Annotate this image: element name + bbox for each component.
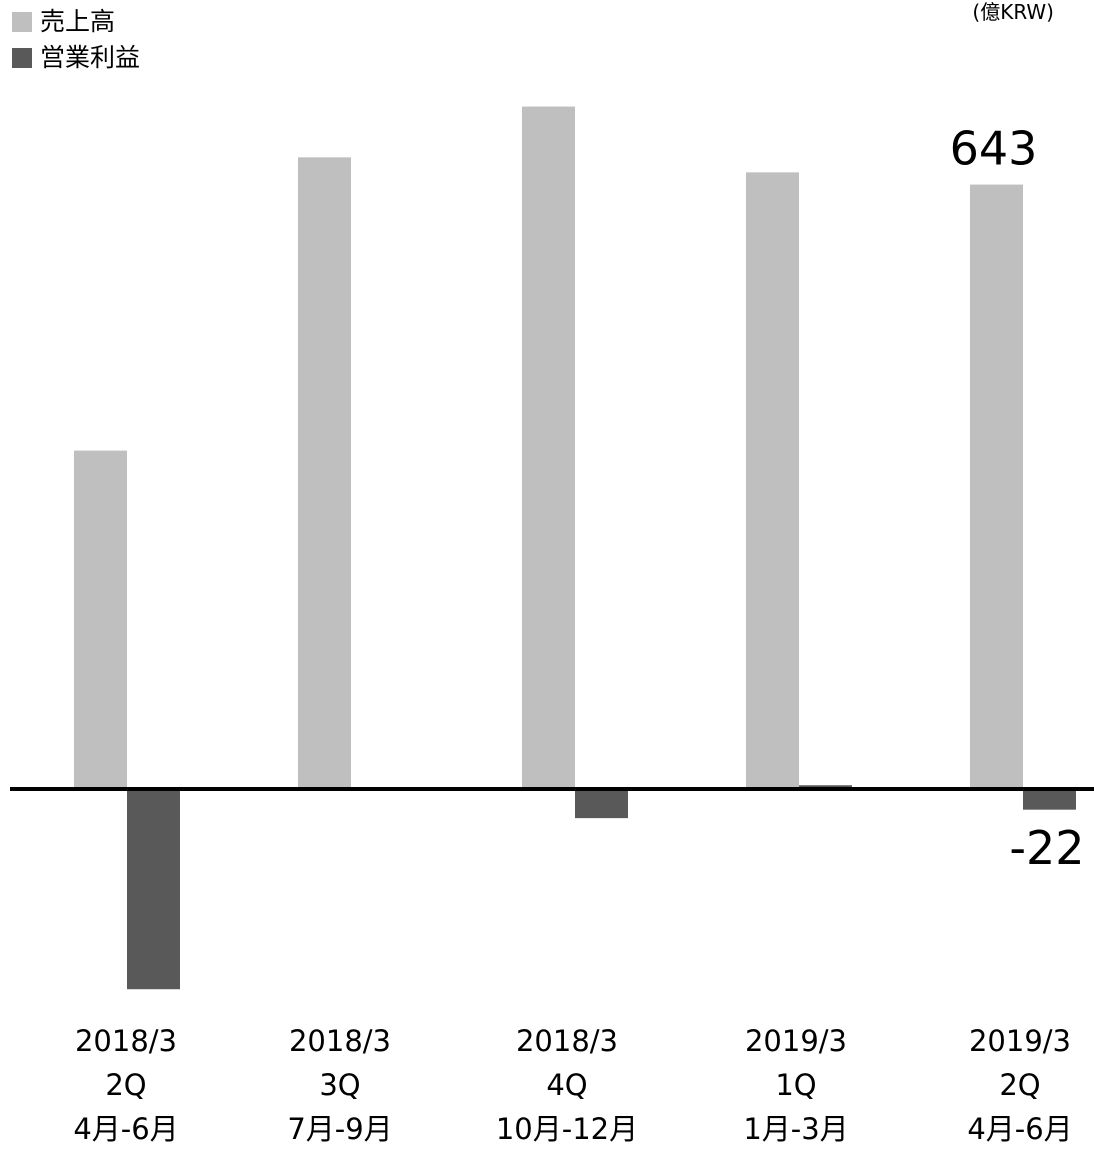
x-tick-label-4: 2019/3 1Q 1月-3月 [696,1019,896,1151]
x-tick-line: 1月-3月 [696,1107,896,1151]
x-tick-line: 2Q [920,1063,1094,1107]
revenue-bar-4 [746,172,799,789]
x-tick-line: 2018/3 [240,1019,440,1063]
bars-group [74,107,1076,990]
revenue-bar-3 [522,107,575,789]
x-tick-line: 2Q [26,1063,226,1107]
x-tick-label-2: 2018/3 3Q 7月-9月 [240,1019,440,1151]
x-tick-line: 4月-6月 [920,1107,1094,1151]
x-tick-line: 2018/3 [467,1019,667,1063]
x-tick-label-1: 2018/3 2Q 4月-6月 [26,1019,226,1151]
operating-profit-bar-1 [127,789,180,989]
data-label-operating-profit-last: -22 [1009,821,1084,875]
operating-profit-bar-3 [575,789,628,818]
operating-profit-bar-5 [1023,789,1076,810]
revenue-bar-5 [970,185,1023,789]
x-tick-line: 1Q [696,1063,896,1107]
x-tick-line: 2018/3 [26,1019,226,1063]
x-tick-label-5: 2019/3 2Q 4月-6月 [920,1019,1094,1151]
revenue-bar-1 [74,451,127,789]
x-tick-line: 4Q [467,1063,667,1107]
x-tick-line: 4月-6月 [26,1107,226,1151]
x-tick-line: 10月-12月 [467,1107,667,1151]
data-label-revenue-last: 643 [950,122,1038,176]
x-tick-line: 2019/3 [920,1019,1094,1063]
x-tick-line: 7月-9月 [240,1107,440,1151]
x-tick-line: 3Q [240,1063,440,1107]
x-tick-label-3: 2018/3 4Q 10月-12月 [467,1019,667,1151]
x-tick-line: 2019/3 [696,1019,896,1063]
revenue-bar-2 [298,157,351,789]
